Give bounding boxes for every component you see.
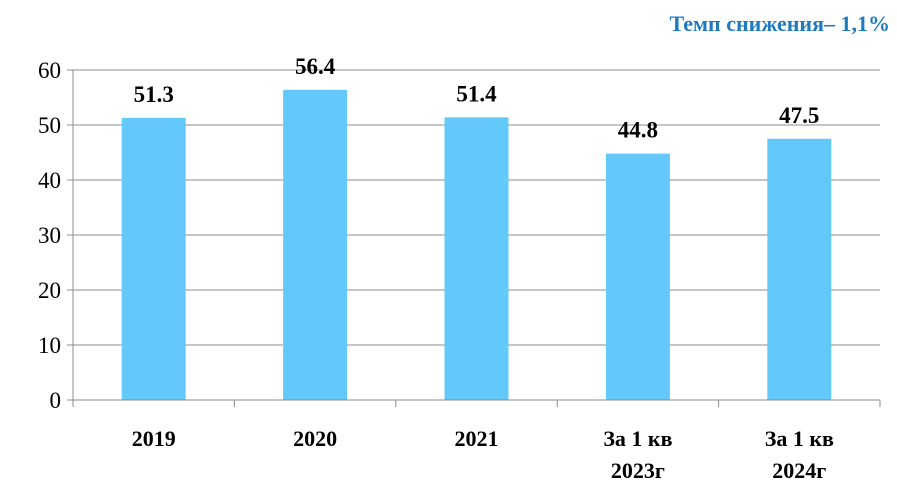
bar xyxy=(767,138,832,400)
value-label: 56.4 xyxy=(295,54,336,79)
x-tick-label: 2020 xyxy=(293,426,337,451)
y-tick-label: 0 xyxy=(50,388,62,413)
y-tick-label: 30 xyxy=(38,223,61,248)
bar xyxy=(444,117,509,401)
x-tick-label: За 1 кв 2024г xyxy=(765,426,834,483)
value-label: 51.4 xyxy=(456,81,497,106)
y-tick-label: 50 xyxy=(38,113,61,138)
bar xyxy=(605,153,670,400)
value-label: 47.5 xyxy=(779,103,819,128)
y-tick-label: 60 xyxy=(38,58,61,83)
y-tick-label: 20 xyxy=(38,278,61,303)
x-tick-label: 2021 xyxy=(455,426,499,451)
y-tick-label: 40 xyxy=(38,168,61,193)
annotation: Темп снижения– 1,1% xyxy=(669,11,890,36)
x-tick-label: 2019 xyxy=(132,426,176,451)
y-tick-label: 10 xyxy=(38,333,61,358)
value-label: 51.3 xyxy=(134,82,174,107)
value-label: 44.8 xyxy=(618,118,658,143)
bar xyxy=(121,117,186,400)
bar xyxy=(283,89,348,401)
x-tick-label: За 1 кв 2023г xyxy=(603,426,672,483)
